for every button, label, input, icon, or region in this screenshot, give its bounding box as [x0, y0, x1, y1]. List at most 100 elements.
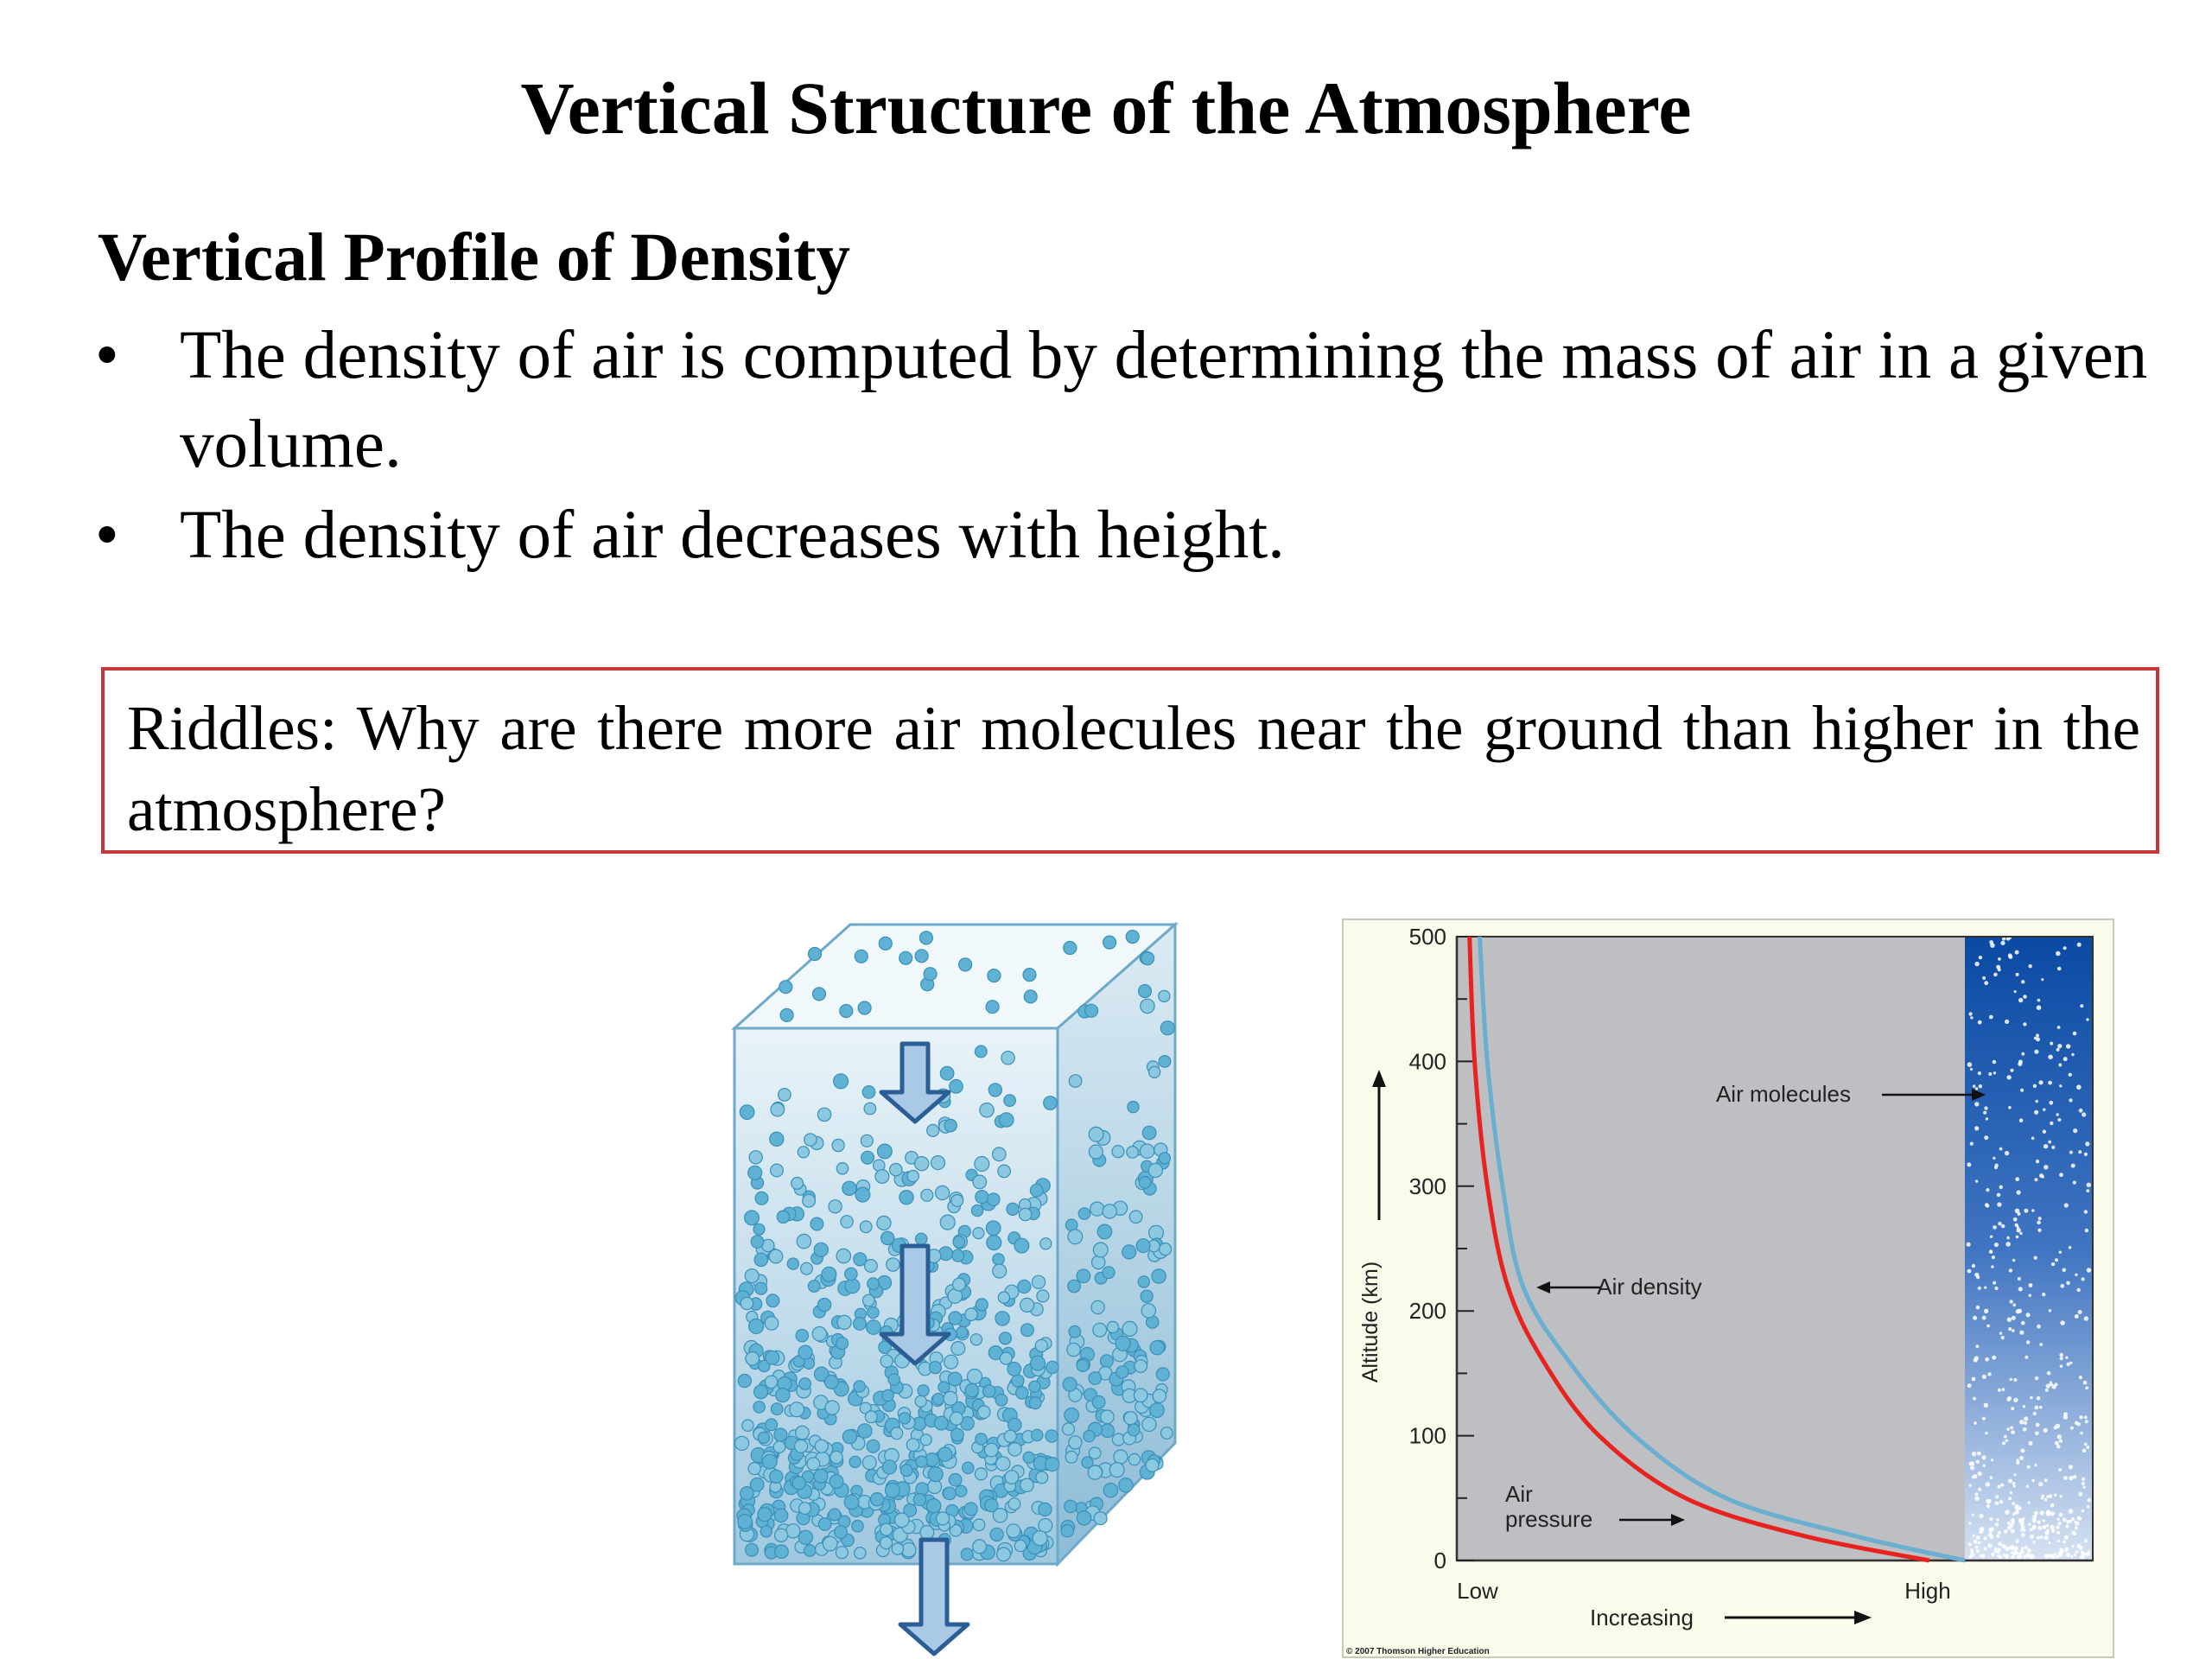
air-molecule [987, 968, 1001, 983]
molecule-dot [2037, 1217, 2042, 1221]
air-molecule [881, 1389, 894, 1402]
air-molecule [737, 1373, 752, 1389]
molecule-dot [2024, 1355, 2029, 1359]
molecule-dot [2049, 1100, 2054, 1105]
molecule-dot [2063, 1203, 2069, 1208]
air-molecule [773, 1427, 788, 1442]
molecule-dot [2013, 1397, 2018, 1403]
air-molecule [824, 1400, 840, 1415]
molecule-dot [2044, 1497, 2048, 1502]
molecule-dot [2028, 1440, 2033, 1446]
air-molecule [1103, 1482, 1119, 1498]
air-molecule [1128, 1452, 1141, 1466]
air-molecule [831, 1138, 845, 1153]
molecule-dot [2006, 1397, 2011, 1402]
molecule-dot [1984, 1135, 1989, 1141]
molecule-dot [2008, 1268, 2013, 1273]
air-molecule [1038, 1517, 1053, 1534]
molecule-dot [1985, 1204, 1990, 1208]
air-molecule [843, 1494, 860, 1510]
air-molecule [863, 1102, 877, 1116]
y-tick-label: 0 [1434, 1548, 1446, 1573]
air-molecule [853, 1316, 868, 1331]
air-molecule [975, 1433, 988, 1446]
molecule-dot [1974, 1102, 1980, 1107]
molecule-dot [2035, 1422, 2040, 1427]
air-molecule [867, 1306, 880, 1319]
molecule-dot [2056, 1113, 2059, 1116]
air-molecule [853, 1252, 868, 1267]
air-molecule [919, 1524, 935, 1540]
air-molecule [889, 1162, 903, 1177]
molecule-dot [2032, 1541, 2036, 1544]
molecule-dot [2051, 1145, 2056, 1149]
molecule-dot [1973, 1315, 1978, 1320]
air-molecule [975, 1298, 988, 1312]
air-molecule [1036, 1289, 1050, 1303]
air-molecule [1141, 1303, 1157, 1319]
molecule-dot [2018, 1287, 2023, 1292]
air-molecule [1060, 1523, 1075, 1538]
molecule-dot [1993, 1243, 1999, 1248]
molecule-dot [2050, 1554, 2055, 1558]
x-axis-label: Increasing [1590, 1605, 1694, 1630]
molecule-dot [2010, 1551, 2013, 1554]
air-molecule [972, 1518, 986, 1532]
molecule-dot [1990, 1459, 1994, 1462]
molecule-dot [1974, 1272, 1980, 1278]
molecule-dot [1991, 1255, 1995, 1260]
molecule-dot [1981, 1416, 1986, 1421]
air-molecule [1068, 1325, 1082, 1338]
air-molecule [972, 1227, 985, 1240]
air-molecule [779, 980, 793, 995]
molecule-dot [2042, 1519, 2045, 1522]
y-tick-label: 400 [1409, 1048, 1446, 1074]
air-molecule [744, 1210, 760, 1226]
air-molecule [1096, 1224, 1113, 1240]
molecule-dot [2069, 1098, 2073, 1103]
molecule-dot [2050, 1041, 2054, 1046]
air-molecule [1061, 1422, 1076, 1436]
molecule-dot [2048, 1309, 2052, 1313]
air-molecule [859, 1220, 873, 1234]
air-molecule [1003, 1094, 1017, 1108]
air-molecule [779, 1007, 794, 1023]
molecule-dot [2012, 1329, 2015, 1332]
air-molecule [821, 1266, 837, 1282]
air-molecule [1088, 1144, 1103, 1160]
molecule-dot [2028, 1522, 2031, 1526]
molecule-dot [2018, 1118, 2024, 1122]
molecule-dot [2026, 1465, 2031, 1469]
air-molecule [931, 1392, 945, 1406]
air-molecule [1007, 1441, 1022, 1457]
air-molecule [881, 1459, 898, 1475]
molecule-dot [2074, 1314, 2079, 1319]
air-molecule [1014, 1237, 1030, 1254]
molecule-dot [2064, 1547, 2069, 1551]
air-molecule [1045, 1429, 1058, 1443]
molecule-dot [2050, 1511, 2055, 1516]
air-molecule [1160, 1020, 1175, 1036]
molecule-dot [1996, 1534, 2000, 1538]
molecule-dot [2026, 1548, 2031, 1554]
molecule-dot [2031, 1478, 2035, 1483]
molecule-dot [2003, 1434, 2007, 1439]
molecule-dot [1979, 1513, 1984, 1519]
molecule-dot [2012, 1484, 2016, 1488]
molecule-dot [1966, 1242, 1971, 1247]
annotation-arrow-icon [1882, 1089, 1986, 1101]
air-molecule [1007, 1497, 1021, 1511]
molecule-dot [1977, 1286, 1981, 1290]
molecule-dot [2038, 1482, 2044, 1487]
molecule-dot [2010, 1426, 2013, 1430]
air-molecule [789, 1402, 805, 1418]
molecule-dot [2056, 966, 2062, 971]
air-molecule [992, 1507, 1008, 1523]
molecule-dot [2014, 1223, 2018, 1227]
molecule-dot [2056, 1434, 2062, 1440]
molecule-dot [2069, 1361, 2073, 1364]
molecule-dot [2012, 1512, 2016, 1516]
molecule-dot [1968, 1012, 1973, 1016]
air-molecule [855, 1186, 871, 1203]
